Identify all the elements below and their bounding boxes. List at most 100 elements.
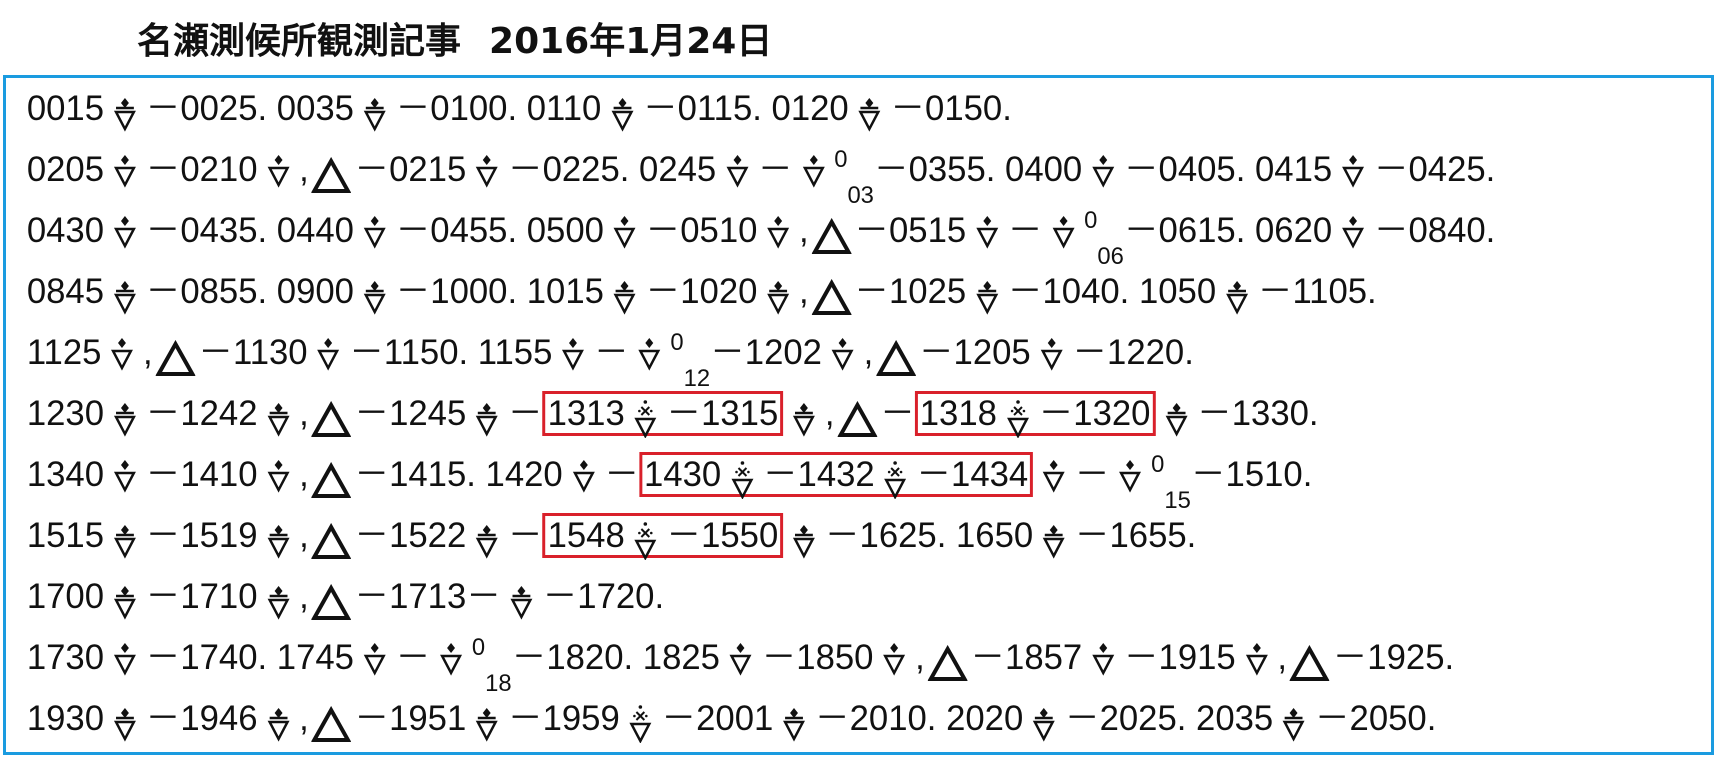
weather-symbol (811, 275, 852, 315)
symbol-shape (638, 337, 661, 371)
symbol-shape (311, 522, 352, 559)
subscript: 15 (1164, 487, 1191, 514)
symbol-shape (476, 402, 499, 437)
weather-symbol (558, 335, 588, 375)
weather-symbol (763, 274, 793, 315)
record-line: 0430 －0435. 0440 －0455. 0500 －0510, －0515 － 0 0… (6, 200, 1696, 269)
entry: 0205 (26, 150, 105, 189)
entry: －1415. 1420 (354, 455, 563, 494)
entry: －0510 (645, 211, 758, 250)
entry: －1432 (762, 455, 875, 494)
symbol-shape (113, 459, 136, 493)
symbol-shape (1092, 154, 1115, 188)
entry: －1130 (198, 333, 308, 372)
weather-symbol (110, 640, 140, 680)
entry: －1522 (354, 516, 467, 555)
symbol-shape (1342, 215, 1364, 249)
weather-symbol (837, 397, 878, 437)
weather-symbol (779, 701, 809, 742)
entry: －1220. (1072, 333, 1194, 372)
symbol-shape (440, 642, 463, 676)
entry: －1915 (1123, 638, 1236, 677)
weather-symbol (631, 396, 661, 439)
entry: －1202 (710, 333, 822, 372)
weather-symbol (875, 336, 917, 376)
highlight-box: 1430 －1432 －1434 (639, 452, 1034, 500)
weather-symbol (799, 152, 829, 192)
symbol-shape (267, 154, 290, 188)
entry: 1730 (26, 638, 105, 677)
entry: －1713－ (354, 577, 501, 616)
symbol-shape (1006, 399, 1029, 439)
entry: －1925. (1332, 638, 1455, 677)
entry: －0025. 0035 (145, 89, 354, 128)
weather-symbol (855, 91, 885, 132)
symbol-shape (113, 402, 136, 437)
record-line: 0205 －0210, －0215 －0225. 0245 － 0 03－0355. 040… (6, 139, 1696, 208)
entry: 1548 (547, 516, 625, 555)
entry: , (799, 211, 809, 250)
entry: －0355. 0400 (873, 150, 1083, 189)
weather-symbol (789, 518, 819, 559)
symbol-shape (311, 400, 352, 437)
entry: 1930 (26, 699, 105, 738)
entry: －1020 (645, 272, 758, 311)
weather-symbol (472, 701, 502, 742)
record-line: 0845 －0855. 0900 －1000. 1015 －1020, －1025 －10… (6, 261, 1696, 322)
record-line: 1515 －1519, －1522 － 1548 －1550 －1625. 1650 －165… (6, 505, 1696, 566)
symbol-shape (629, 704, 652, 744)
symbol-shape (363, 642, 386, 676)
entry: －1550 (666, 516, 779, 555)
entry: 1340 (26, 455, 105, 494)
entry: －1105. (1257, 272, 1377, 311)
entry: －2050. (1314, 699, 1437, 738)
symbol-shape (729, 642, 752, 676)
entry: － (1007, 211, 1043, 250)
weather-symbol (972, 274, 1002, 315)
superscript: 0 (1084, 207, 1098, 234)
entry: － (880, 394, 915, 433)
symbol-shape (976, 215, 998, 249)
symbol-shape (884, 460, 907, 500)
weather-symbol (110, 518, 140, 559)
weather-symbol (1039, 457, 1069, 497)
weather-symbol (1338, 213, 1368, 253)
symbol-shape (1040, 337, 1063, 371)
entry: －1434 (916, 455, 1029, 494)
title: 名瀬測候所観測記事 (137, 21, 462, 62)
weather-symbol (311, 397, 352, 437)
symbol-shape (831, 337, 854, 371)
superscript: 0 (670, 329, 684, 356)
symbol-shape (311, 583, 352, 620)
entry: －1040. 1050 (1007, 272, 1217, 311)
entry: －0615. 0620 (1123, 211, 1333, 250)
weather-symbol (472, 152, 502, 192)
entry: － (594, 333, 629, 372)
entry: －1951 (354, 699, 467, 738)
entry: , (1277, 638, 1288, 677)
entry: －1850 (761, 638, 874, 677)
entry: , (299, 455, 309, 494)
entry: －1000. 1015 (395, 272, 604, 311)
entry: , (799, 272, 809, 311)
symbol-shape (793, 524, 816, 559)
entry: －1205 (918, 333, 1031, 372)
entry: , (299, 516, 309, 555)
record-line: 1700 －1710, －1713－ －1720. (6, 566, 1696, 627)
symbol-shape (883, 642, 906, 676)
record-line: 1125, －1130 －1150. 1155 － 0 12－1202, －1205 －122… (6, 322, 1696, 391)
symbol-shape (613, 280, 636, 315)
entry: －1510. (1190, 455, 1313, 494)
weather-symbol (811, 214, 852, 254)
weather-symbol (263, 396, 293, 437)
symbol-shape (113, 707, 136, 742)
entry: －1410 (145, 455, 258, 494)
weather-symbol (311, 458, 352, 498)
weather-symbol (311, 580, 352, 620)
symbol-shape (1289, 644, 1331, 681)
weather-symbol (263, 579, 293, 620)
weather-symbol (626, 701, 656, 744)
weather-symbol (1003, 396, 1033, 439)
symbol-shape (1342, 154, 1364, 188)
